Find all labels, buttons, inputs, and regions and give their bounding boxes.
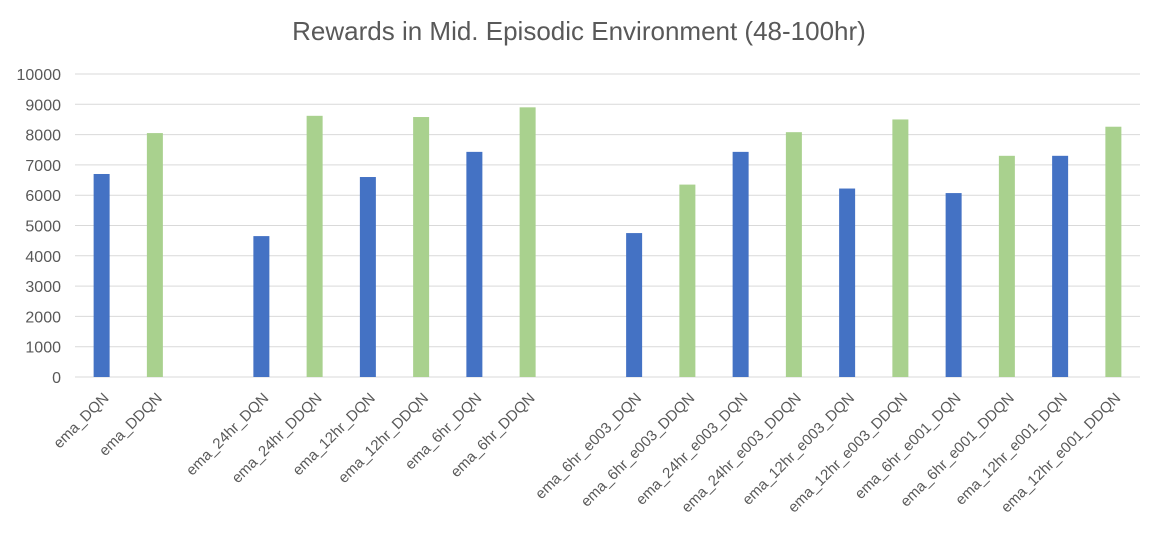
bar-ema-ddqn: [146, 133, 163, 377]
bar-ema-24hr-ddqn: [306, 115, 323, 378]
bar-ema-6hr-ddqn: [519, 107, 536, 377]
bar-ema-dqn: [93, 173, 110, 377]
y-tick-label: 10000: [17, 67, 62, 84]
y-tick-label: 8000: [25, 128, 61, 145]
y-axis-ticks: 0 1000 2000 3000 4000 5000 6000 7000 8000 9000 100…: [17, 67, 62, 387]
x-tick-label: ema_6hr_e003_DQN: [532, 390, 645, 503]
y-tick-label: 5000: [25, 219, 61, 236]
gridlines: [75, 73, 1140, 378]
y-tick-label: 1000: [25, 340, 61, 357]
bar-ema-12hr-dqn: [359, 177, 376, 377]
x-tick-label: ema_12hr_DDQN: [335, 390, 432, 487]
bar-ema-6hr-dqn: [466, 151, 483, 377]
bar-ema-24hr-dqn: [253, 236, 270, 377]
bar-ema-12hr-e003-dqn: [839, 188, 856, 377]
bar-ema-6hr-e001-dqn: [945, 193, 962, 377]
x-tick-label: ema_24hr_DDQN: [229, 390, 326, 487]
y-tick-label: 3000: [25, 279, 61, 296]
bars: [93, 107, 1122, 378]
chart-title: Rewards in Mid. Episodic Environment (48…: [292, 16, 866, 46]
bar-ema-12hr-e001-dqn: [1052, 155, 1069, 377]
y-tick-label: 9000: [25, 97, 61, 114]
y-tick-label: 6000: [25, 188, 61, 205]
bar-ema-24hr-e003-ddqn: [785, 132, 802, 377]
bar-ema-12hr-ddqn: [413, 117, 430, 377]
bar-ema-12hr-e003-ddqn: [892, 119, 909, 377]
bar-ema-12hr-e001-ddqn: [1105, 126, 1122, 377]
y-tick-label: 2000: [25, 309, 61, 326]
bar-ema-24hr-e003-dqn: [732, 151, 749, 377]
y-tick-label: 0: [52, 370, 61, 387]
y-tick-label: 4000: [25, 249, 61, 266]
y-tick-label: 7000: [25, 158, 61, 175]
x-tick-label: ema_6hr_e001_DQN: [852, 390, 965, 503]
bar-ema-6hr-e001-ddqn: [998, 155, 1015, 377]
bar-ema-6hr-e003-ddqn: [679, 184, 696, 377]
bar-ema-6hr-e003-dqn: [626, 233, 643, 377]
